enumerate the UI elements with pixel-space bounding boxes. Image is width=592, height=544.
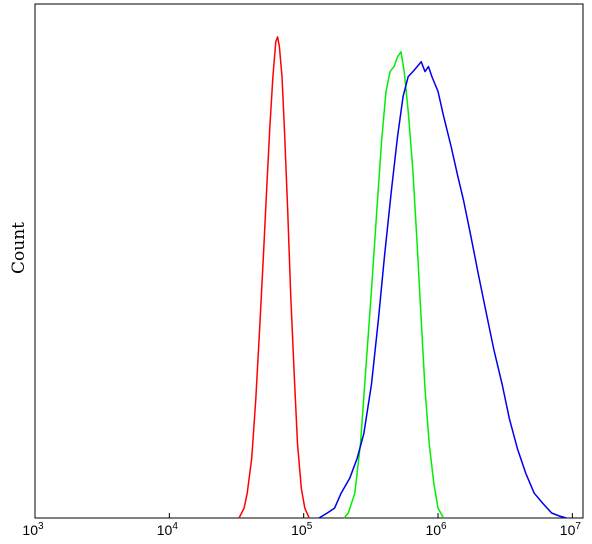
series-line-2 xyxy=(343,51,445,519)
x-tick-label: 106 xyxy=(425,521,447,538)
x-tick-label: 107 xyxy=(560,521,582,538)
plot-frame xyxy=(34,3,584,519)
series-line-1 xyxy=(238,36,310,519)
x-tick-label: 103 xyxy=(22,521,44,538)
y-axis-label: Count xyxy=(9,222,29,274)
series-line-3 xyxy=(318,60,567,519)
x-tick-label: 104 xyxy=(157,521,179,538)
x-tick-label: 105 xyxy=(291,521,313,538)
series-layer xyxy=(238,36,567,519)
x-axis-ticks: 103 104 105 106 107 xyxy=(22,513,581,538)
